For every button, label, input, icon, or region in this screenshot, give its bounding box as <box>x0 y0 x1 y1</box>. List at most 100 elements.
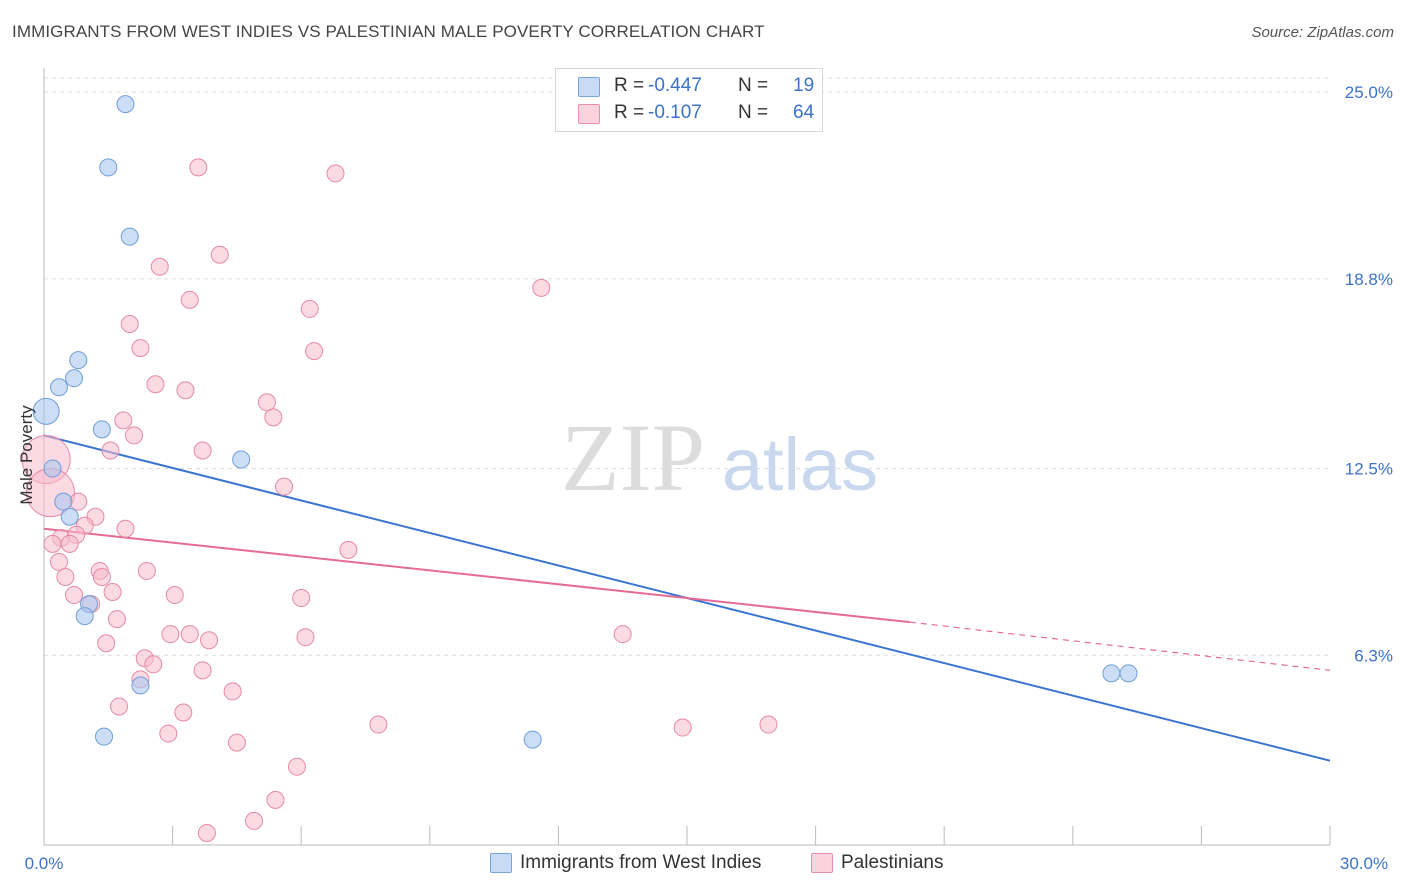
data-point-palestinians <box>131 339 150 358</box>
data-point-palestinians <box>245 811 264 830</box>
legend-n-label: N = <box>738 75 769 96</box>
data-point-west-indies <box>1102 664 1121 683</box>
trend-line-palestinians <box>43 527 911 624</box>
data-point-palestinians <box>107 610 126 629</box>
data-point-palestinians <box>176 381 195 400</box>
legend-n-value: 64 <box>793 102 815 123</box>
y-tick-label: 6.3% <box>1354 646 1393 665</box>
data-point-palestinians <box>326 164 345 183</box>
data-point-palestinians <box>759 715 778 734</box>
data-point-palestinians <box>227 733 246 752</box>
data-point-palestinians <box>180 290 199 309</box>
legend-swatch-pink <box>578 104 600 124</box>
data-point-palestinians <box>305 342 324 361</box>
data-point-palestinians <box>532 278 551 297</box>
data-point-palestinians <box>114 411 133 430</box>
data-point-west-indies <box>65 369 84 388</box>
data-point-palestinians <box>613 625 632 644</box>
data-point-palestinians <box>69 492 88 511</box>
data-point-palestinians <box>180 625 199 644</box>
data-point-palestinians <box>120 314 139 333</box>
data-point-palestinians <box>146 375 165 394</box>
data-point-west-indies <box>1119 664 1138 683</box>
legend-swatch-blue <box>578 77 600 97</box>
data-point-west-indies <box>32 397 60 425</box>
data-point-west-indies <box>232 450 251 469</box>
data-point-palestinians <box>50 552 69 571</box>
data-point-west-indies <box>523 730 542 749</box>
data-point-palestinians <box>92 567 111 586</box>
data-point-palestinians <box>257 393 276 412</box>
legend-box: R = -0.447 N = 19 R = -0.107 N = 64 <box>555 68 823 132</box>
data-point-west-indies <box>120 227 139 246</box>
bottom-legend-label: Immigrants from West Indies <box>520 852 762 873</box>
data-point-palestinians <box>101 441 120 460</box>
data-point-palestinians <box>210 245 229 264</box>
data-point-palestinians <box>159 724 178 743</box>
legend-n-label: N = <box>738 102 769 123</box>
data-point-west-indies <box>60 507 79 526</box>
data-point-west-indies <box>99 158 118 177</box>
data-point-palestinians <box>193 661 212 680</box>
data-point-palestinians <box>174 703 193 722</box>
data-point-west-indies <box>92 420 111 439</box>
y-axis-label: Male Poverty <box>17 405 36 505</box>
data-point-west-indies <box>116 95 135 114</box>
data-point-palestinians <box>189 158 208 177</box>
data-point-palestinians <box>137 561 156 580</box>
data-point-palestinians <box>65 586 84 605</box>
legend-r-value: -0.447 <box>648 75 702 96</box>
data-point-palestinians <box>110 697 129 716</box>
data-point-palestinians <box>266 790 285 809</box>
legend-r-value: -0.107 <box>648 102 702 123</box>
watermark-atlas: atlas <box>722 423 878 506</box>
data-point-palestinians <box>116 519 135 538</box>
data-point-palestinians <box>144 655 163 674</box>
data-point-palestinians <box>200 631 219 650</box>
data-point-west-indies <box>131 676 150 695</box>
bottom-legend-swatch-pink <box>811 853 833 873</box>
data-point-palestinians <box>275 477 294 496</box>
data-point-palestinians <box>125 426 144 445</box>
x-tick-label: 0.0% <box>25 854 64 873</box>
data-point-palestinians <box>56 567 75 586</box>
data-point-west-indies <box>75 607 94 626</box>
data-point-palestinians <box>673 718 692 737</box>
legend-r-label: R = <box>614 75 645 96</box>
y-tick-label: 18.8% <box>1345 270 1393 289</box>
legend-n-value: 19 <box>793 75 815 96</box>
data-point-palestinians <box>165 586 184 605</box>
data-point-palestinians <box>264 408 283 427</box>
data-point-palestinians <box>292 589 311 608</box>
data-point-palestinians <box>193 441 212 460</box>
x-tick-label: 30.0% <box>1340 854 1388 873</box>
bottom-legend-label: Palestinians <box>841 852 944 873</box>
data-point-west-indies <box>95 727 114 746</box>
data-point-palestinians <box>43 534 62 553</box>
data-point-palestinians <box>300 299 319 318</box>
trend-line-palestinians-extension <box>909 621 1331 671</box>
data-point-palestinians <box>287 757 306 776</box>
data-point-palestinians <box>197 823 216 842</box>
data-point-west-indies <box>50 378 69 397</box>
bottom-legend-swatch-blue <box>490 853 512 873</box>
y-tick-label: 25.0% <box>1345 83 1393 102</box>
watermark-zip: ZIP <box>561 404 705 511</box>
chart-title: IMMIGRANTS FROM WEST INDIES VS PALESTINI… <box>12 22 765 41</box>
data-point-palestinians <box>369 715 388 734</box>
data-point-palestinians <box>103 583 122 602</box>
data-point-west-indies <box>43 459 62 478</box>
y-tick-label: 12.5% <box>1345 460 1393 479</box>
data-point-west-indies <box>69 351 88 370</box>
data-point-west-indies <box>54 492 73 511</box>
data-point-palestinians <box>339 540 358 559</box>
data-point-palestinians <box>150 257 169 276</box>
data-point-palestinians <box>161 625 180 644</box>
data-point-palestinians <box>97 634 116 653</box>
data-point-palestinians <box>223 682 242 701</box>
data-point-palestinians <box>60 534 79 553</box>
legend-r-label: R = <box>614 102 645 123</box>
source-credit: Source: ZipAtlas.com <box>1251 24 1394 41</box>
data-point-palestinians <box>296 628 315 647</box>
